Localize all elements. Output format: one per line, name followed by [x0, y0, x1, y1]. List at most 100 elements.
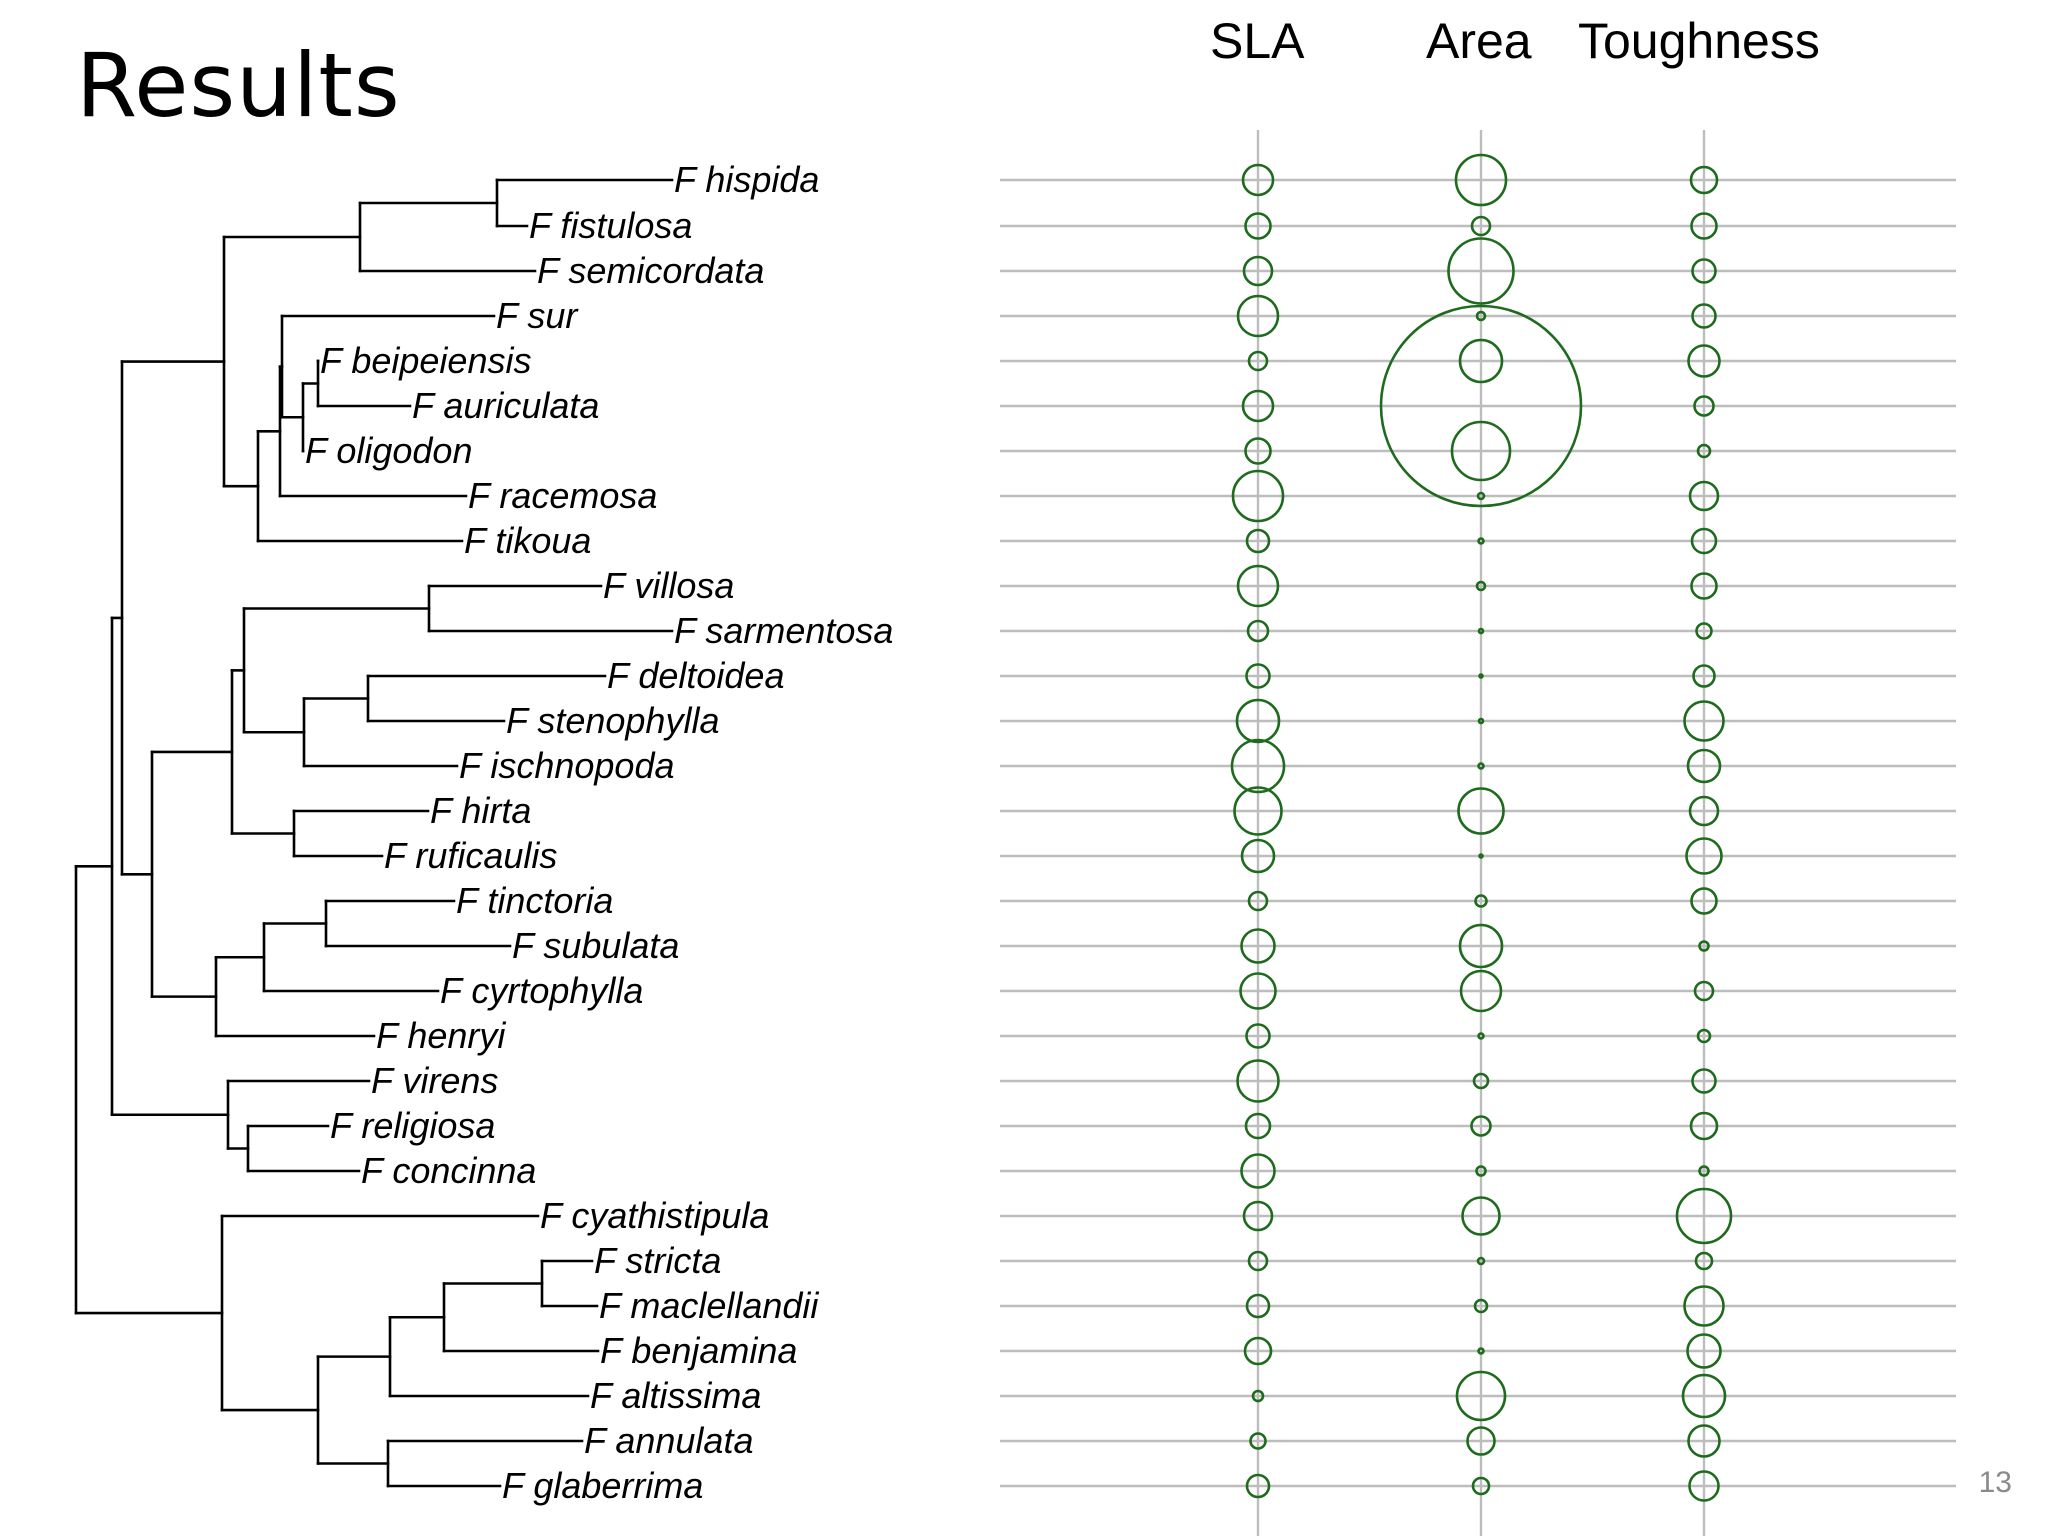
species-label: F cyathistipula	[540, 1195, 769, 1236]
trait-circle-sla	[1242, 1200, 1274, 1232]
trait-circle-sla	[1245, 1023, 1271, 1049]
species-label: F stenophylla	[506, 700, 719, 741]
species-label: F maclellandii	[599, 1285, 819, 1326]
trait-circle-toughness	[1688, 795, 1720, 827]
trait-circle-sla	[1240, 928, 1276, 964]
trait-circle-area	[1450, 420, 1512, 482]
trait-circle-toughness	[1693, 980, 1715, 1002]
trait-circle-toughness	[1691, 1068, 1717, 1094]
species-label: F hispida	[674, 159, 819, 200]
trait-circle-area	[1454, 153, 1508, 207]
trait-circle-area	[1477, 627, 1485, 635]
trait-circle-sla	[1231, 469, 1285, 523]
trait-circle-toughness	[1681, 1373, 1727, 1419]
trait-circle-sla	[1236, 294, 1280, 338]
trait-circle-sla	[1240, 1153, 1276, 1189]
trait-circle-area	[1475, 310, 1487, 322]
trait-circle-toughness	[1688, 480, 1720, 512]
trait-circle-toughness	[1687, 344, 1721, 378]
column-header-toughness: Toughness	[1578, 13, 1820, 69]
page-number: 13	[1978, 1466, 2012, 1499]
trait-circle-area	[1461, 1196, 1501, 1236]
species-label: F ruficaulis	[384, 835, 557, 876]
species-label: F auriculata	[412, 385, 599, 426]
trait-circle-sla	[1244, 212, 1272, 240]
trait-circle-area	[1476, 491, 1486, 501]
species-label: F oligodon	[305, 430, 472, 471]
species-label: F subulata	[512, 925, 679, 966]
species-label: F ischnopoda	[459, 745, 675, 786]
trait-circle-toughness	[1687, 1424, 1721, 1458]
trait-circle-sla	[1245, 663, 1271, 689]
trait-circle-toughness	[1689, 165, 1719, 195]
trait-circle-sla	[1241, 389, 1275, 423]
trait-circle-sla	[1242, 255, 1274, 287]
trait-circle-toughness	[1691, 303, 1717, 329]
column-header-area: Area	[1426, 13, 1532, 69]
trait-circle-toughness	[1696, 443, 1712, 459]
trait-circle-area	[1474, 894, 1488, 908]
trait-circle-area	[1475, 580, 1487, 592]
trait-circle-sla	[1230, 738, 1286, 794]
species-label: F annulata	[584, 1420, 753, 1461]
trait-circle-sla	[1245, 1473, 1271, 1499]
trait-circle-area	[1477, 1032, 1485, 1040]
column-header-sla: SLA	[1210, 13, 1305, 69]
species-label: F benjamina	[600, 1330, 797, 1371]
trait-circle-toughness	[1683, 1285, 1725, 1327]
trait-circle-toughness	[1695, 622, 1713, 640]
trait-circle-sla	[1236, 564, 1280, 608]
trait-circle-toughness	[1698, 1165, 1710, 1177]
trait-circle-sla	[1243, 1336, 1273, 1366]
trait-circle-area	[1470, 1115, 1492, 1137]
trait-circle-sla	[1244, 1112, 1272, 1140]
trait-circle-sla	[1236, 1059, 1280, 1103]
trait-circle-toughness	[1688, 1470, 1720, 1502]
trait-circle-toughness	[1690, 527, 1718, 555]
species-label: F tinctoria	[456, 880, 613, 921]
species-label: F semicordata	[537, 250, 764, 291]
trait-circle-area	[1478, 853, 1484, 859]
trait-circle-toughness	[1686, 748, 1722, 784]
trait-circle-area	[1477, 1347, 1485, 1355]
species-label: F beipeiensis	[320, 340, 531, 381]
trait-circle-area	[1477, 537, 1485, 545]
trait-circle-area	[1379, 304, 1583, 508]
trait-circle-toughness	[1698, 940, 1710, 952]
trait-circle-sla	[1244, 437, 1272, 465]
trait-circle-area	[1471, 1476, 1491, 1496]
trait-circle-toughness	[1690, 572, 1718, 600]
species-label: F religiosa	[330, 1105, 495, 1146]
species-label: F henryi	[376, 1015, 506, 1056]
trait-circle-area	[1447, 237, 1515, 305]
slide-title: Results	[76, 34, 401, 137]
trait-circle-area	[1477, 762, 1485, 770]
species-label: F virens	[371, 1060, 498, 1101]
species-label: F racemosa	[468, 475, 657, 516]
species-label: F concinna	[361, 1150, 536, 1191]
trait-circle-area	[1470, 215, 1492, 237]
trait-circle-sla	[1247, 350, 1269, 372]
trait-circle-toughness	[1691, 258, 1717, 284]
trait-circle-area	[1455, 1370, 1507, 1422]
species-label: F glaberrima	[502, 1465, 703, 1506]
trait-circle-toughness	[1692, 664, 1716, 688]
species-label: F altissima	[590, 1375, 761, 1416]
species-label: F hirta	[430, 790, 531, 831]
species-label: F villosa	[603, 565, 734, 606]
trait-circle-area	[1477, 717, 1485, 725]
species-label: F sarmentosa	[674, 610, 893, 651]
trait-circle-toughness	[1696, 1028, 1712, 1044]
species-label: F fistulosa	[529, 205, 692, 246]
trait-circle-sla	[1247, 1250, 1269, 1272]
trait-circle-sla	[1249, 1432, 1267, 1450]
trait-circle-toughness	[1689, 1111, 1719, 1141]
trait-circle-area	[1473, 1298, 1489, 1314]
trait-circle-sla	[1251, 1389, 1265, 1403]
trait-circle-area	[1458, 338, 1504, 384]
trait-circle-sla	[1235, 698, 1281, 744]
trait-circle-sla	[1245, 528, 1271, 554]
trait-circle-toughness	[1693, 395, 1715, 417]
